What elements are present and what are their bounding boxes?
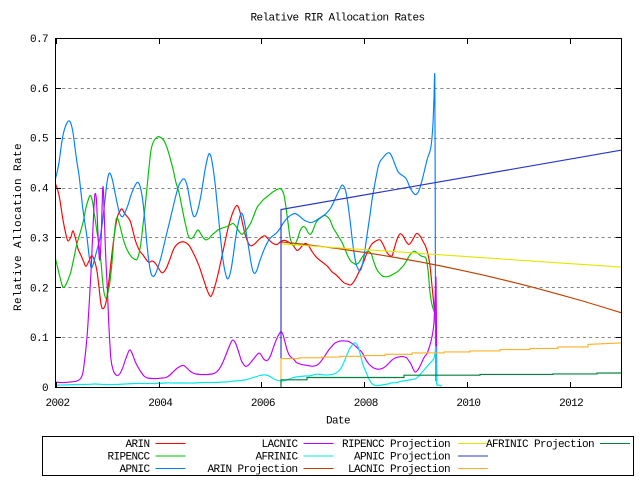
svg-text:0.5: 0.5 <box>30 134 48 146</box>
svg-text:0.1: 0.1 <box>30 333 49 345</box>
svg-text:AFRINIC Projection: AFRINIC Projection <box>486 439 594 451</box>
svg-text:2012: 2012 <box>559 398 583 410</box>
svg-text:0.4: 0.4 <box>30 184 49 196</box>
svg-text:2004: 2004 <box>148 398 173 410</box>
svg-text:APNIC Projection: APNIC Projection <box>354 452 450 464</box>
svg-text:ARIN Projection: ARIN Projection <box>207 464 297 476</box>
svg-text:ARIN: ARIN <box>125 439 149 451</box>
svg-text:0: 0 <box>42 383 48 395</box>
svg-text:2002: 2002 <box>45 398 69 410</box>
svg-text:0.6: 0.6 <box>30 84 48 96</box>
svg-text:0.7: 0.7 <box>30 34 48 46</box>
svg-text:0.3: 0.3 <box>30 233 48 245</box>
svg-text:RIPENCC Projection: RIPENCC Projection <box>342 439 450 451</box>
svg-text:0.2: 0.2 <box>30 283 48 295</box>
svg-text:Relative Allocation Rate: Relative Allocation Rate <box>13 143 25 311</box>
svg-text:2010: 2010 <box>456 398 480 410</box>
svg-text:Date: Date <box>326 416 350 428</box>
svg-text:APNIC: APNIC <box>119 464 150 476</box>
svg-text:RIPENCC: RIPENCC <box>107 452 150 464</box>
svg-text:2008: 2008 <box>354 398 378 410</box>
svg-text:LACNIC Projection: LACNIC Projection <box>348 464 450 476</box>
svg-text:2006: 2006 <box>251 398 275 410</box>
svg-text:Relative RIR Allocation Rates: Relative RIR Allocation Rates <box>250 13 424 25</box>
svg-text:LACNIC: LACNIC <box>261 439 298 451</box>
svg-text:AFRINIC: AFRINIC <box>255 452 298 464</box>
